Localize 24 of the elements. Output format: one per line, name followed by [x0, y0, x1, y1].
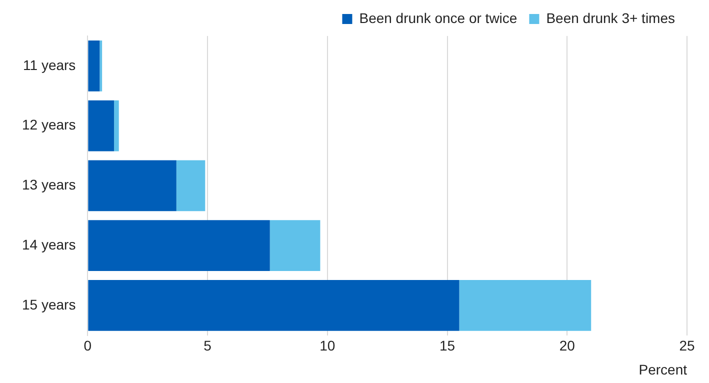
bar: [459, 280, 592, 331]
bar: [88, 100, 114, 152]
x-tick-label: 20: [559, 338, 576, 354]
y-tick-label: 11 years: [23, 56, 76, 73]
x-tick-label: 5: [204, 338, 212, 354]
y-tick-label: 12 years: [22, 116, 76, 133]
x-tick-label: 0: [84, 338, 92, 354]
y-tick-label: 14 years: [22, 236, 76, 252]
bar: [88, 160, 176, 212]
y-tick-label: 15 years: [22, 296, 76, 312]
bar: [88, 220, 270, 272]
bar: [100, 40, 102, 92]
x-tick-label: 25: [679, 338, 695, 354]
x-tick-label: 15: [439, 338, 456, 354]
bar: [270, 220, 320, 272]
bar: [88, 40, 100, 92]
legend-label: Been drunk 3+ times: [546, 10, 675, 26]
legend-label: Been drunk once or twice: [359, 10, 518, 26]
bar: [114, 100, 119, 152]
x-axis-title: Percent: [638, 361, 688, 378]
x-tick-label: 10: [320, 338, 336, 354]
bar: [88, 280, 460, 331]
bar: [176, 160, 206, 212]
y-tick-label: 13 years: [22, 176, 76, 193]
